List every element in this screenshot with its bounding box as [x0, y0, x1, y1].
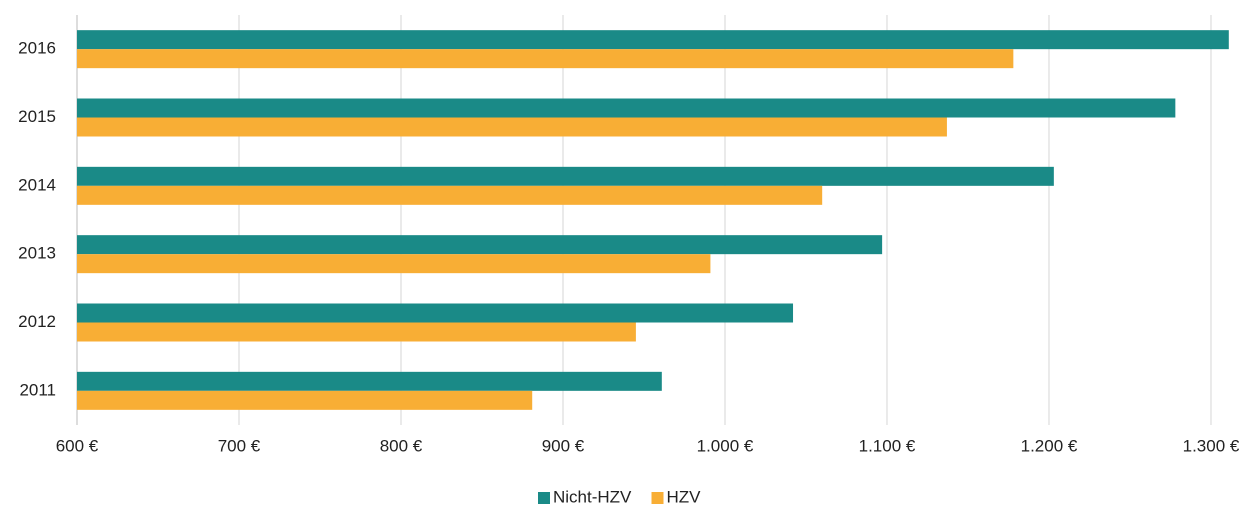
bar [77, 390, 533, 410]
x-tick-label: 1.100 € [859, 436, 916, 455]
x-tick-label: 1.000 € [697, 436, 754, 455]
bar [77, 371, 662, 391]
bar [77, 98, 1176, 118]
legend-label: Nicht-HZV [553, 487, 632, 506]
x-tick-label: 800 € [380, 436, 423, 455]
bar [77, 303, 794, 323]
y-tick-label: 2012 [18, 312, 56, 331]
bar [77, 117, 947, 137]
x-tick-label: 900 € [542, 436, 585, 455]
y-tick-label: 2016 [18, 39, 56, 58]
bar [77, 235, 883, 255]
y-tick-label: 2015 [18, 107, 56, 126]
x-tick-label: 1.200 € [1021, 436, 1078, 455]
y-tick-label: 2014 [18, 175, 56, 194]
legend-swatch [651, 492, 664, 504]
bar [77, 30, 1229, 50]
legend-label: HZV [667, 487, 702, 506]
x-tick-label: 700 € [218, 436, 261, 455]
bar [77, 322, 636, 342]
x-tick-label: 600 € [56, 436, 99, 455]
bar [77, 49, 1014, 69]
x-tick-label: 1.300 € [1183, 436, 1240, 455]
legend-swatch [538, 492, 550, 504]
bar [77, 254, 711, 274]
y-tick-label: 2011 [19, 380, 56, 399]
bar [77, 166, 1054, 186]
bar [77, 185, 823, 205]
y-tick-label: 2013 [18, 244, 56, 263]
